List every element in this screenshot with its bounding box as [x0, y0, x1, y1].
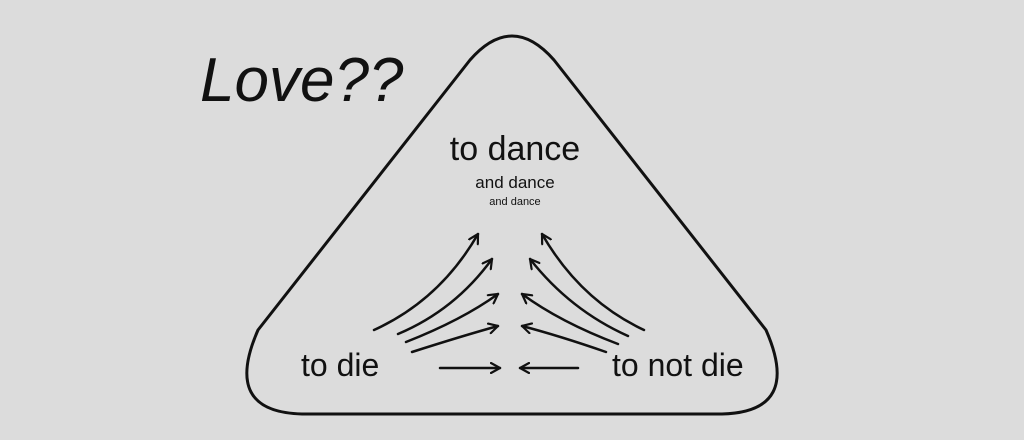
- triangle-outline: [245, 34, 779, 416]
- arrow-left-1: [372, 232, 480, 332]
- arrow-right-3: [520, 292, 620, 346]
- node-to-die-label: to die: [301, 347, 380, 383]
- arrow-right-1: [540, 232, 646, 332]
- node-to-dance-sub2: and dance: [489, 196, 541, 208]
- arrow-left-4: [410, 326, 500, 354]
- arrow-right-4: [520, 326, 608, 354]
- node-to-dance-sub1: and dance: [475, 173, 555, 192]
- diagram-title: Love??: [200, 46, 404, 115]
- node-to-not-die-label: to not die: [612, 347, 744, 383]
- arrows-from-left: [372, 232, 502, 368]
- arrow-left-3: [404, 292, 500, 344]
- arrow-left-2: [396, 257, 494, 336]
- arrow-right-2: [528, 257, 630, 338]
- node-to-dance-label: to dance: [449, 130, 581, 168]
- arrows-from-right: [518, 232, 646, 368]
